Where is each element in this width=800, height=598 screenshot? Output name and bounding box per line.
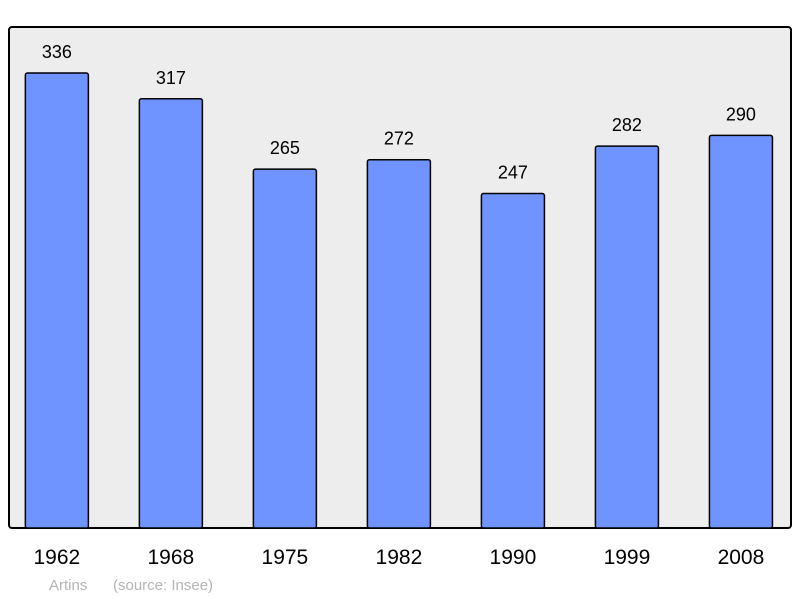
data-label-1962: 336 <box>42 42 72 62</box>
bar-2008 <box>708 134 774 529</box>
data-label-1975: 265 <box>270 138 300 158</box>
data-label-2008: 290 <box>726 104 756 124</box>
x-tick-label-1982: 1982 <box>376 546 423 569</box>
x-tick-label-1975: 1975 <box>262 546 309 569</box>
x-tick-label-1962: 1962 <box>33 546 80 569</box>
footer-source: (source: Insee) <box>113 577 213 594</box>
bar-1975 <box>252 168 318 529</box>
bar-1990 <box>480 192 546 529</box>
bar-1999 <box>594 145 660 529</box>
bar-1982 <box>366 158 432 529</box>
data-label-1990: 247 <box>498 163 528 183</box>
x-tick-label-1968: 1968 <box>148 546 195 569</box>
x-tick-label-1990: 1990 <box>490 546 537 569</box>
bar-1962 <box>24 72 90 529</box>
data-label-1999: 282 <box>612 115 642 135</box>
data-label-1982: 272 <box>384 129 414 149</box>
bar-1968 <box>138 98 204 529</box>
x-tick-label-1999: 1999 <box>604 546 651 569</box>
x-tick-label-2008: 2008 <box>718 546 765 569</box>
footer-place: Artins <box>49 577 87 594</box>
data-label-1968: 317 <box>156 68 186 88</box>
